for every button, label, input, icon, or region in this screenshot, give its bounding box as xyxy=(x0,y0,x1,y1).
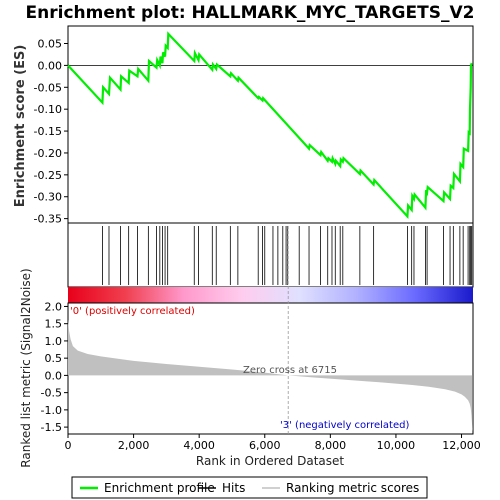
es-y-tick-label: -0.25 xyxy=(34,169,62,182)
legend-label: Ranking metric scores xyxy=(286,481,419,495)
metric-y-tick-label: -0.5 xyxy=(41,387,62,400)
x-axis-label: Rank in Ordered Dataset xyxy=(196,454,344,468)
legend-box xyxy=(71,476,428,499)
metric-y-tick-label: 0.0 xyxy=(45,369,63,382)
es-y-tick-label: -0.15 xyxy=(34,125,62,138)
es-y-tick-label: -0.05 xyxy=(34,81,62,94)
metric-y-tick-label: -1.5 xyxy=(41,421,62,434)
metric-y-tick-label: 1.0 xyxy=(45,335,63,348)
metric-x-tick-label: 0 xyxy=(65,439,72,452)
metric-y-tick-label: 2.0 xyxy=(45,300,63,313)
metric-y-tick-label: -1.0 xyxy=(41,404,62,417)
es-y-tick-label: -0.30 xyxy=(34,191,62,204)
es-y-tick-label: -0.20 xyxy=(34,147,62,160)
metric-y-axis-label: Ranked list metric (Signal2Noise) xyxy=(19,268,33,467)
metric-y-ticks: 2.0 1.5 1.0 0.5 0.0 -0.5 -1.0 -1.5 xyxy=(41,300,68,434)
positive-correlation-label: '0' (positively correlated) xyxy=(70,306,195,317)
hit-marks xyxy=(102,226,473,285)
chart-title: Enrichment plot: HALLMARK_MYC_TARGETS_V2 xyxy=(26,3,475,23)
metric-x-tick-label: 12,000 xyxy=(442,439,481,452)
zero-cross-label: Zero cross at 6715 xyxy=(243,365,337,376)
ranking-metric-area xyxy=(68,319,473,432)
metric-x-tick-label: 6,000 xyxy=(249,439,281,452)
hits-panel xyxy=(67,222,474,288)
es-y-tick-label: 0.00 xyxy=(38,59,63,72)
es-y-tick-label: 0.05 xyxy=(38,38,63,51)
hits-plot-area xyxy=(67,222,474,288)
es-y-tick-label: -0.10 xyxy=(34,103,62,116)
es-y-tick-label: -0.35 xyxy=(34,213,62,226)
metric-x-tick-label: 10,000 xyxy=(377,439,416,452)
metric-y-tick-label: 0.5 xyxy=(45,352,63,365)
es-plot-area xyxy=(67,25,474,224)
legend-label: Hits xyxy=(222,481,245,495)
metric-x-tick-label: 4,000 xyxy=(183,439,215,452)
metric-y-tick-label: 1.5 xyxy=(45,318,63,331)
es-y-axis-label: Enrichment score (ES) xyxy=(13,45,28,208)
rank-gradient-bar xyxy=(68,287,473,303)
es-y-ticks: 0.05 0.00 -0.05 -0.10 -0.15 -0.20 -0.25 -0.30 -0… xyxy=(34,38,68,226)
gradient-bar-rect xyxy=(68,287,473,303)
metric-x-ticks: 0 2,000 4,000 6,000 8,000 10,000 12,000 xyxy=(65,434,481,452)
enrichment-profile-line xyxy=(67,31,473,220)
metric-x-tick-label: 8,000 xyxy=(315,439,347,452)
metric-x-tick-label: 2,000 xyxy=(118,439,150,452)
metric-panel: 2.0 1.5 1.0 0.5 0.0 -0.5 -1.0 -1.5 0 2,000 4,000 6… xyxy=(19,226,481,468)
legend-label: Enrichment profile xyxy=(104,481,215,495)
legend: Enrichment profile Hits Ranking metric sco… xyxy=(71,476,428,499)
negative-correlation-label: '3' (negatively correlated) xyxy=(280,420,409,431)
es-panel: 0.05 0.00 -0.05 -0.10 -0.15 -0.20 -0.25 -0.30 -0… xyxy=(13,25,474,226)
